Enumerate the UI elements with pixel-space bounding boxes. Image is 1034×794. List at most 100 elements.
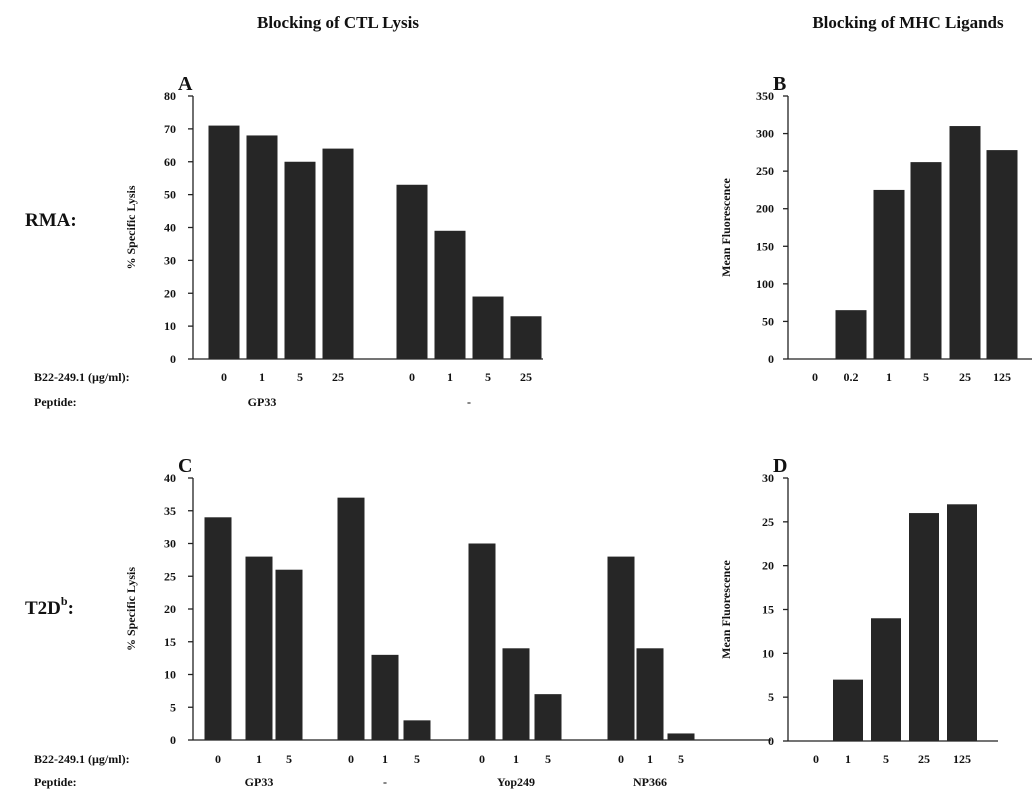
bar: [396, 184, 428, 359]
y-tick-label: 300: [756, 127, 774, 141]
y-tick-label: 40: [164, 471, 176, 485]
y-tick-label: 20: [762, 559, 774, 573]
bar: [204, 517, 232, 740]
bar: [208, 125, 240, 360]
bar: [833, 679, 863, 741]
y-tick-label: 30: [762, 471, 774, 485]
x-category-label: 125: [953, 752, 971, 766]
x-category-label: 5: [297, 370, 303, 384]
x-category-label: 1: [513, 752, 519, 766]
x-category-label: 5: [883, 752, 889, 766]
y-tick-label: 50: [762, 314, 774, 328]
y-axis-label: % Specific Lysis: [124, 567, 138, 651]
bar: [910, 162, 942, 359]
y-tick-label: 50: [164, 188, 176, 202]
y-tick-label: 20: [164, 286, 176, 300]
peptide-group-label: Yop249: [497, 775, 535, 789]
x-category-label: 0: [215, 752, 221, 766]
bar: [337, 497, 365, 740]
y-tick-label: 10: [164, 668, 176, 682]
bar: [986, 150, 1018, 359]
panel-label: B: [773, 73, 786, 95]
y-tick-label: 35: [164, 504, 176, 518]
y-tick-label: 25: [762, 515, 774, 529]
y-axis-label: Mean Fluorescence: [719, 177, 733, 276]
bar: [502, 648, 530, 740]
y-tick-label: 10: [762, 646, 774, 660]
bar: [873, 189, 905, 359]
x-category-label: 0: [618, 752, 624, 766]
x-category-label: 25: [959, 370, 971, 384]
y-tick-label: 0: [768, 734, 774, 748]
x-category-label: 0.2: [844, 370, 859, 384]
y-tick-label: 0: [768, 352, 774, 366]
panel-label: D: [773, 455, 787, 477]
y-tick-label: 5: [170, 700, 176, 714]
y-tick-label: 10: [164, 319, 176, 333]
header-right: Blocking of MHC Ligands: [812, 13, 1004, 32]
bar: [403, 720, 431, 740]
x-category-label: 0: [479, 752, 485, 766]
bar: [871, 618, 901, 741]
peptide-group-label: GP33: [248, 395, 277, 409]
row-label-bottom: T2Db:: [25, 594, 74, 619]
y-axis-label: % Specific Lysis: [124, 185, 138, 269]
x-category-label: 1: [447, 370, 453, 384]
panel-label: A: [178, 73, 193, 95]
peptide-row-title: Peptide:: [34, 395, 77, 409]
bar: [909, 513, 939, 741]
y-tick-label: 15: [762, 603, 774, 617]
panel-label: C: [178, 455, 192, 477]
y-tick-label: 100: [756, 277, 774, 291]
y-tick-label: 0: [170, 352, 176, 366]
x-category-label: 5: [485, 370, 491, 384]
peptide-group-label: -: [383, 775, 387, 789]
bar: [371, 654, 399, 740]
x-category-label: 125: [993, 370, 1011, 384]
x-category-label: 5: [286, 752, 292, 766]
bar: [949, 126, 981, 359]
y-tick-label: 15: [164, 635, 176, 649]
x-category-label: 25: [918, 752, 930, 766]
row-label-top: RMA:: [25, 210, 77, 231]
x-category-label: 5: [923, 370, 929, 384]
x-category-label: 1: [256, 752, 262, 766]
x-category-label: 0: [812, 370, 818, 384]
y-tick-label: 25: [164, 569, 176, 583]
x-category-label: 1: [647, 752, 653, 766]
bar: [835, 310, 867, 359]
y-tick-label: 150: [756, 239, 774, 253]
bar: [947, 504, 977, 741]
y-tick-label: 5: [768, 690, 774, 704]
bar: [245, 556, 273, 740]
bar: [667, 733, 695, 740]
row-label-bottom-sup: b: [61, 594, 68, 608]
x-category-label: 5: [545, 752, 551, 766]
bar: [636, 648, 664, 740]
header-left: Blocking of CTL Lysis: [257, 13, 419, 32]
bar: [510, 316, 542, 359]
bar: [322, 148, 354, 359]
x-category-label: 1: [382, 752, 388, 766]
bar: [468, 543, 496, 740]
peptide-group-label: -: [467, 395, 471, 409]
x-category-label: 0: [221, 370, 227, 384]
x-category-label: 25: [520, 370, 532, 384]
x-category-label: 5: [414, 752, 420, 766]
bar: [534, 694, 562, 740]
x-category-label: 1: [845, 752, 851, 766]
y-tick-label: 60: [164, 155, 176, 169]
y-tick-label: 200: [756, 202, 774, 216]
y-tick-label: 30: [164, 253, 176, 267]
row-label-bottom-main: T2D: [25, 598, 61, 619]
y-tick-label: 40: [164, 221, 176, 235]
peptide-group-label: GP33: [245, 775, 274, 789]
bar: [284, 161, 316, 359]
y-tick-label: 0: [170, 733, 176, 747]
peptide-row-title: Peptide:: [34, 775, 77, 789]
y-tick-label: 350: [756, 89, 774, 103]
bar: [434, 230, 466, 359]
